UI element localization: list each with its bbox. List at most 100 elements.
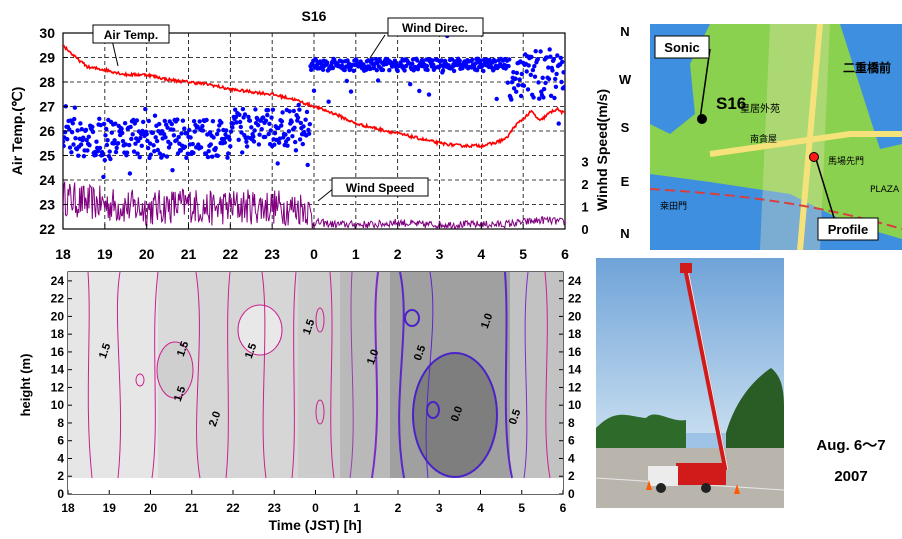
annotation-wind-direc-label: Wind Direc. [402,21,468,35]
wind-direction-point [207,130,213,135]
wind-direction-point [478,58,483,63]
wind-direction-point [519,71,524,77]
wind-direction-point [521,83,527,88]
direction-label: W [619,72,632,87]
wind-direction-point [532,63,537,69]
map-place-0: 二重橋前 [843,60,891,75]
wind-direction-point [320,67,326,73]
y-tick-right-height: 12 [568,380,582,394]
wind-direction-point [298,120,303,126]
contour-label: 1.5 [172,385,189,403]
wind-direction-point [84,137,89,143]
wind-direction-point [230,125,235,130]
wind-direction-point [550,68,555,73]
map-place-3: 南貪屋 [750,133,777,145]
wind-direction-point [244,139,249,144]
wind-direction-point [246,114,251,120]
wind-direction-point [176,134,181,140]
wind-direction-point [290,134,295,139]
map-label-sonic: Sonic [664,40,699,55]
wind-direction-point [132,121,137,126]
wind-direction-point [517,77,522,82]
wind-direction-point [279,123,284,128]
wind-direction-point [339,63,345,68]
wind-direction-point [548,93,554,99]
wind-direction-point [415,58,420,63]
wind-direction-point [144,132,149,137]
wind-direction-point [552,95,557,101]
wind-direction-point [109,130,115,135]
wind-direction-point [63,143,66,149]
contour-label: 0.5 [507,408,524,426]
wind-direction-point [163,135,168,140]
wind-direction-point [251,139,257,144]
wind-direction-point [104,126,109,132]
y-tick-right: 2 [581,177,588,192]
y-tick-left-height: 16 [51,345,65,359]
wind-direction-point [293,148,299,153]
wind-direction-point [75,128,80,133]
wind-direction-point [211,135,216,140]
contour-label: 2.0 [207,410,224,428]
wind-direction-point [525,87,531,92]
wind-direction-point [150,130,156,135]
wind-direction-point [131,117,136,123]
wind-direction-point [291,108,296,114]
wind-direction-point [81,154,87,159]
wind-direction-point [305,162,310,168]
wind-direction-point [197,119,202,124]
wind-direction-point [166,145,172,150]
wind-direction-point [548,54,553,59]
wind-direction-point [371,65,377,70]
wind-direction-point [214,131,220,137]
wind-direction-point [266,131,271,137]
x-tick-bottom: 21 [185,501,199,515]
wind-direction-point [100,152,105,157]
y-tick-right: 1 [581,199,588,214]
wind-direction-point [224,128,229,133]
wind-direction-point [325,60,330,65]
wind-direction-point [440,68,446,73]
y-tick-left: 26 [39,123,55,139]
x-tick-bottom: 23 [268,501,282,515]
map-place-2: 桒田門 [660,200,687,212]
wind-direction-point [233,114,239,120]
map-place-4: 馬場先門 [828,155,864,167]
wind-direction-point [200,128,206,133]
wind-direction-point [115,141,121,146]
wind-direction-point [141,119,146,125]
site-photo [596,258,784,508]
wind-direction-point [526,63,531,68]
wind-direction-point [275,161,280,166]
wind-direction-point [234,120,239,125]
wind-direction-point [151,143,156,148]
contour-bands [68,272,563,494]
wind-direction-point [506,63,511,69]
wind-direction-point [120,130,125,136]
wind-direction-point [157,151,163,156]
wind-direction-point [553,84,559,90]
y-tick-left: 23 [39,197,55,213]
wind-direction-point [87,143,92,148]
wind-direction-point [559,79,564,85]
wind-direction-point [216,128,221,133]
wind-direction-point [259,127,264,132]
wind-direction-point [481,68,486,74]
wind-direction-point [168,141,173,147]
x-tick-top: 20 [139,246,155,262]
y-tick-right-height: 8 [568,416,575,430]
annotation-air-temp: Air Temp. [92,24,170,67]
x-tick-top: 22 [223,246,239,262]
wind-direction-point [287,109,292,114]
wind-direction-point [237,112,242,118]
wind-direction-point [113,121,118,126]
wind-direction-point [182,126,187,131]
y-tick-right-height: 4 [568,451,575,465]
wind-direction-point [140,128,145,134]
wind-direction-point [518,93,524,99]
wind-direction-point [145,145,151,151]
wind-direction-point [67,127,72,132]
wind-direction-point [169,121,174,127]
